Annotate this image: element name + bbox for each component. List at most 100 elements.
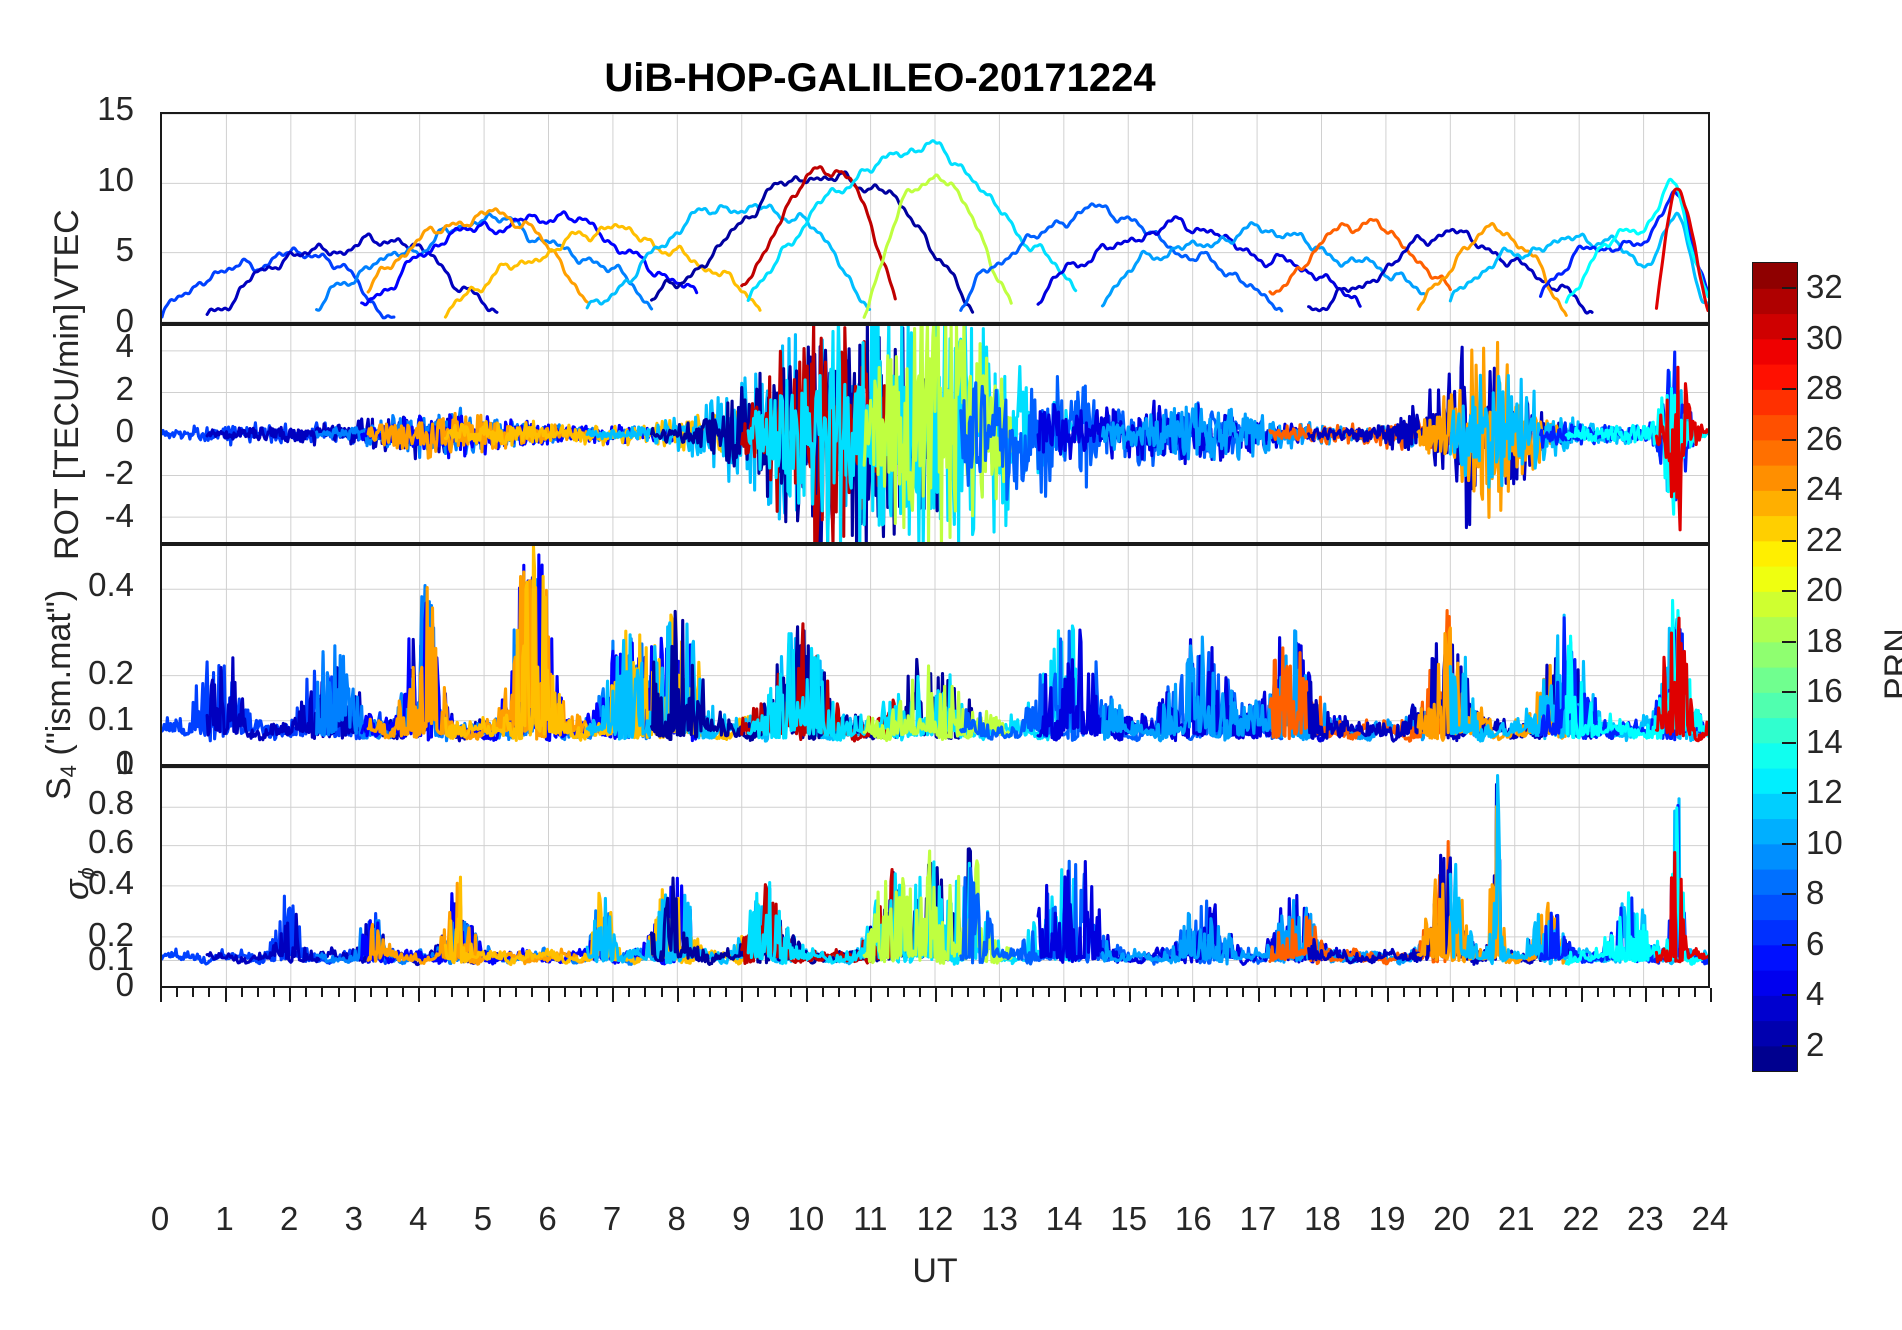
x-axis-tick — [741, 988, 744, 1002]
colorbar-tick-label: 18 — [1806, 621, 1843, 659]
x-axis-tick — [1209, 988, 1212, 997]
x-axis-tick — [1144, 988, 1147, 997]
colorbar-tick — [1782, 943, 1796, 946]
x-axis-tick — [902, 988, 905, 997]
x-axis-tick — [1693, 988, 1696, 997]
x-axis-tick-label: 2 — [279, 1200, 299, 1237]
x-axis-tick — [1580, 988, 1583, 1002]
panel-vtec — [160, 112, 1710, 324]
x-axis-tick — [515, 988, 518, 997]
x-axis-tick — [1532, 988, 1535, 997]
x-axis-tick — [676, 988, 679, 1002]
x-axis-tick — [1370, 988, 1373, 997]
x-axis-tick — [273, 988, 276, 997]
x-axis-tick — [1661, 988, 1664, 997]
x-axis-tick — [983, 988, 986, 997]
x-axis-tick — [1257, 988, 1260, 1002]
colorbar-tick-label: 30 — [1806, 318, 1843, 356]
x-axis-tick-label: 20 — [1433, 1200, 1471, 1237]
x-axis-tick — [1564, 988, 1567, 997]
x-axis-tick — [563, 988, 566, 997]
x-axis-tick — [369, 988, 372, 997]
x-axis-tick — [531, 988, 534, 997]
x-axis-tick — [1290, 988, 1293, 997]
colorbar-tick — [1782, 337, 1796, 340]
x-axis-tick — [1629, 988, 1632, 997]
x-axis-tick — [1161, 988, 1164, 997]
x-axis-tick-label: 17 — [1239, 1200, 1277, 1237]
x-axis-tick — [1483, 988, 1486, 997]
colorbar-tick — [1782, 489, 1796, 492]
x-axis-tick-label: 13 — [981, 1200, 1018, 1237]
panel-rot — [160, 324, 1710, 544]
colorbar-tick — [1782, 388, 1796, 391]
x-axis-tick — [612, 988, 615, 1002]
x-axis-tick — [854, 988, 857, 997]
x-axis-tick-label: 4 — [409, 1200, 428, 1237]
phi-subscript: ϕ — [74, 867, 99, 880]
colorbar-tick-label: 12 — [1806, 773, 1843, 811]
x-axis-tick-label: 18 — [1304, 1200, 1341, 1237]
colorbar-tick-label: 20 — [1806, 571, 1843, 609]
sigma-phi-axis-label: σϕ — [58, 867, 100, 900]
x-axis-tick — [176, 988, 179, 997]
x-axis-tick — [240, 988, 243, 997]
x-axis-tick — [1403, 988, 1406, 997]
x-axis-tick — [1015, 988, 1018, 997]
colorbar-tick — [1782, 590, 1796, 593]
x-axis-tick — [870, 988, 873, 1002]
x-axis-tick — [450, 988, 453, 997]
colorbar-tick-label: 10 — [1806, 823, 1843, 861]
colorbar-tick-label: 14 — [1806, 722, 1843, 760]
x-axis-tick — [805, 988, 808, 1002]
x-axis-tick — [999, 988, 1002, 1002]
x-axis-tick — [418, 988, 421, 1002]
colorbar-tick-label: 24 — [1806, 470, 1843, 508]
panel-sigma-phi — [160, 766, 1710, 988]
page-title: UiB-HOP-GALILEO-20171224 — [604, 56, 1156, 100]
colorbar-tick-label: 16 — [1806, 672, 1843, 710]
vtec-plot-area — [162, 114, 1708, 322]
x-axis-tick-label: 10 — [787, 1200, 825, 1237]
colorbar-tick-label: 4 — [1806, 975, 1825, 1013]
x-axis-tick — [1596, 988, 1599, 997]
x-axis-tick — [1338, 988, 1341, 997]
x-axis-tick-label: 8 — [667, 1200, 686, 1237]
x-axis-tick-label: 19 — [1368, 1200, 1406, 1237]
colorbar-label: PRN — [1878, 628, 1902, 700]
x-axis-tick — [1064, 988, 1067, 1002]
x-axis-tick — [1193, 988, 1196, 1002]
x-axis-tick — [967, 988, 970, 997]
colorbar-tick — [1782, 842, 1796, 845]
colorbar-tick-label: 2 — [1806, 1025, 1825, 1063]
x-axis-tick — [482, 988, 485, 1002]
rot-axis-label: ROT [TECU/min] — [48, 303, 86, 560]
colorbar-tick — [1782, 287, 1796, 290]
x-axis-tick — [1112, 988, 1115, 997]
x-axis-tick — [1128, 988, 1131, 1002]
x-axis-tick — [208, 988, 211, 997]
x-axis-tick — [708, 988, 711, 997]
x-axis-tick-label: 5 — [473, 1200, 493, 1237]
x-axis-tick — [160, 988, 162, 1002]
x-axis-tick-label: 6 — [538, 1200, 557, 1237]
colorbar-tick — [1782, 640, 1796, 643]
x-axis-tick — [1548, 988, 1551, 997]
colorbar-tick — [1782, 741, 1796, 744]
x-axis-tick-label: 16 — [1174, 1200, 1212, 1237]
x-axis-tick — [1241, 988, 1244, 997]
x-axis-tick — [1274, 988, 1277, 997]
x-axis-tick — [886, 988, 889, 997]
x-axis-tick — [1677, 988, 1680, 997]
x-axis-tick — [434, 988, 437, 997]
x-axis-tick — [951, 988, 954, 997]
x-axis-tick — [1387, 988, 1390, 1002]
x-axis-tick — [757, 988, 760, 997]
colorbar-tick-label: 32 — [1806, 268, 1843, 306]
colorbar-tick — [1782, 893, 1796, 896]
x-axis-tick — [821, 988, 824, 997]
x-axis-tick-label: 14 — [1045, 1200, 1083, 1237]
x-axis-tick — [1467, 988, 1470, 997]
colorbar-tick-label: 22 — [1806, 520, 1843, 558]
